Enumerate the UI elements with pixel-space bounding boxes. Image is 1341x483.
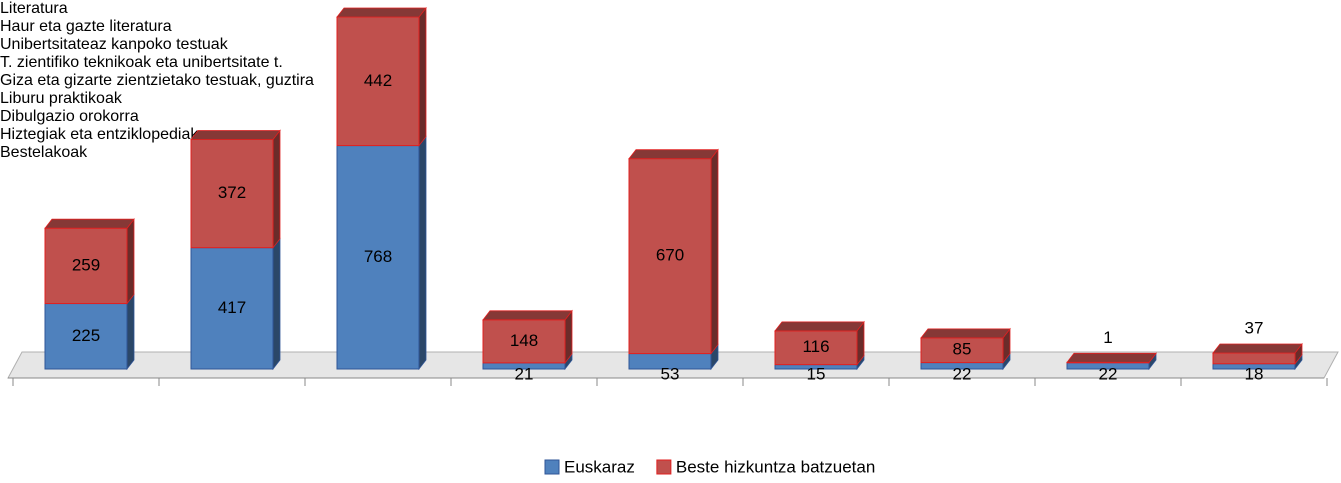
bar-side bbox=[418, 6, 427, 147]
data-label: 259 bbox=[72, 255, 100, 274]
bar-top bbox=[44, 218, 135, 229]
bar-side bbox=[126, 293, 135, 371]
bar bbox=[1212, 352, 1296, 365]
bar-top bbox=[482, 310, 573, 321]
data-label: 372 bbox=[218, 183, 246, 202]
data-label: 37 bbox=[1245, 318, 1264, 337]
data-label: 442 bbox=[364, 71, 392, 90]
x-tick-label: Unibertsitateaz kanpoko testuak bbox=[0, 36, 228, 53]
data-label: 22 bbox=[953, 364, 972, 383]
bar bbox=[336, 145, 420, 370]
x-tick-label: Literatura bbox=[0, 0, 68, 17]
bar-top bbox=[628, 149, 719, 160]
bar bbox=[920, 337, 1004, 364]
bar-top bbox=[1212, 343, 1303, 354]
legend-swatch bbox=[544, 459, 560, 475]
bar bbox=[44, 303, 128, 370]
data-label: 1 bbox=[1103, 328, 1112, 347]
x-tick-label: Bestelakoak bbox=[0, 144, 88, 161]
bar-top bbox=[774, 321, 865, 332]
data-label: 15 bbox=[807, 364, 826, 383]
bar bbox=[628, 158, 712, 355]
bar-top bbox=[190, 130, 281, 140]
bar-side bbox=[272, 129, 281, 249]
bar bbox=[774, 330, 858, 366]
x-tick-label: Haur eta gazte literatura bbox=[0, 18, 172, 35]
data-label: 22 bbox=[1099, 364, 1118, 383]
bar-top bbox=[920, 328, 1011, 339]
bar bbox=[190, 247, 274, 370]
bar-top bbox=[336, 7, 427, 18]
bar bbox=[190, 138, 274, 249]
bar-top bbox=[1066, 352, 1157, 363]
x-tick-label: Dibulgazio orokorra bbox=[0, 108, 139, 125]
legend-swatch bbox=[656, 459, 672, 475]
data-label: 21 bbox=[515, 364, 534, 383]
bar-side bbox=[272, 237, 281, 371]
x-tick-label: Hiztegiak eta entziklopediak bbox=[0, 126, 199, 143]
x-tick-label: T. zientifiko teknikoak eta unibertsitat… bbox=[0, 54, 283, 71]
data-label: 116 bbox=[802, 337, 829, 356]
data-label: 417 bbox=[218, 298, 246, 317]
data-label: 53 bbox=[661, 364, 680, 383]
legend-label: Euskaraz bbox=[564, 457, 635, 476]
data-label: 148 bbox=[510, 331, 538, 350]
x-tick-label: Liburu praktikoak bbox=[0, 90, 122, 107]
data-label: 85 bbox=[953, 340, 972, 359]
legend-label: Beste hizkuntza batzuetan bbox=[676, 457, 875, 476]
bar-side bbox=[418, 135, 427, 371]
bar bbox=[44, 227, 128, 305]
bar bbox=[336, 16, 420, 147]
x-tick-label: Giza eta gizarte zientzietako testuak, g… bbox=[0, 72, 314, 89]
data-label: 768 bbox=[364, 247, 392, 266]
data-label: 670 bbox=[656, 246, 684, 265]
bar-side bbox=[126, 218, 135, 305]
data-label: 225 bbox=[72, 326, 100, 345]
bar bbox=[482, 319, 566, 364]
bar-side bbox=[710, 148, 719, 355]
data-label: 18 bbox=[1245, 364, 1264, 383]
